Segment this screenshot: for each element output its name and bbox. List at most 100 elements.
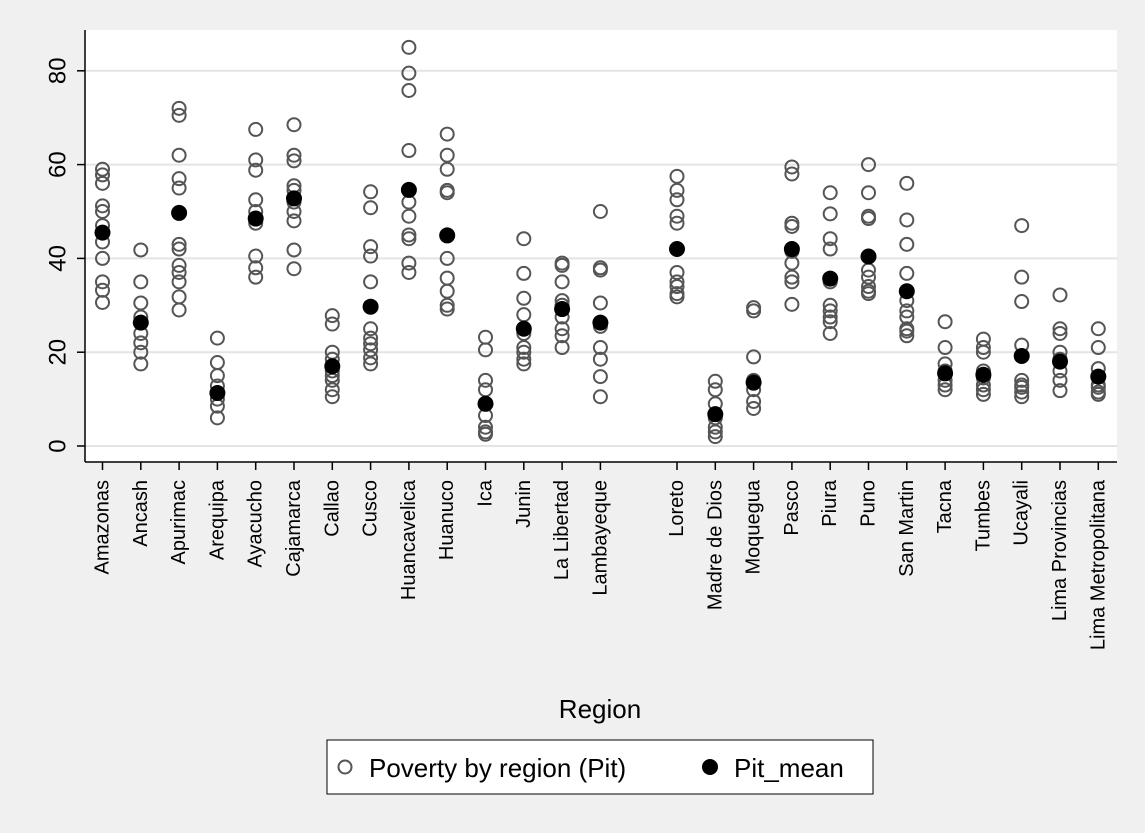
y-tick-label: 60 bbox=[45, 151, 72, 178]
data-point-mean bbox=[745, 374, 762, 391]
data-point-pit bbox=[286, 213, 302, 229]
data-point-pit bbox=[592, 351, 608, 367]
data-point-mean bbox=[324, 358, 341, 375]
x-axis-title: Region bbox=[559, 694, 641, 724]
data-point-pit bbox=[171, 147, 187, 163]
data-point-pit bbox=[899, 328, 915, 344]
data-point-mean bbox=[669, 241, 685, 258]
data-point-pit bbox=[478, 372, 493, 388]
data-point-mean bbox=[783, 241, 800, 258]
data-point-pit bbox=[822, 185, 838, 201]
data-point-pit bbox=[822, 314, 838, 330]
data-point-pit bbox=[937, 340, 953, 356]
data-point-pit bbox=[669, 289, 685, 305]
data-point-pit bbox=[1014, 218, 1030, 234]
data-point-pit bbox=[784, 219, 800, 235]
data-point-pit bbox=[1052, 287, 1068, 303]
x-tick-label: La Libertad bbox=[551, 480, 573, 580]
data-point-pit bbox=[363, 336, 379, 352]
x-tick-label: Junin bbox=[513, 480, 535, 528]
data-point-pit bbox=[669, 182, 685, 198]
data-point-pit bbox=[899, 303, 915, 319]
data-point-mean bbox=[898, 283, 915, 300]
x-tick-label: Huanuco bbox=[436, 480, 458, 560]
y-tick-label: 40 bbox=[45, 245, 72, 272]
data-point-pit bbox=[1014, 384, 1030, 400]
x-tick-label: San Martin bbox=[896, 480, 918, 577]
data-point-pit bbox=[171, 180, 187, 196]
y-tick-label: 0 bbox=[45, 439, 72, 452]
x-tick-label: Amazonas bbox=[92, 480, 114, 575]
data-point-pit bbox=[554, 340, 570, 356]
data-point-pit bbox=[133, 356, 149, 372]
data-point-pit bbox=[248, 121, 264, 137]
data-point-pit bbox=[363, 330, 379, 346]
data-point-pit bbox=[669, 192, 685, 208]
data-point-pit bbox=[286, 261, 302, 277]
data-point-pit bbox=[363, 274, 379, 290]
data-point-pit bbox=[363, 248, 379, 264]
data-point-pit bbox=[363, 200, 379, 216]
data-point-pit bbox=[975, 340, 991, 356]
data-point-pit bbox=[95, 161, 110, 177]
data-point-pit bbox=[363, 350, 379, 366]
data-point-pit bbox=[248, 192, 264, 208]
legend-label-mean: Pit_mean bbox=[734, 753, 844, 783]
x-tick-label: Lima Metropolitana bbox=[1087, 479, 1109, 650]
data-point-pit bbox=[324, 389, 340, 405]
data-point-mean bbox=[860, 248, 877, 265]
data-point-mean bbox=[400, 181, 417, 198]
data-point-pit bbox=[975, 344, 991, 360]
data-point-pit bbox=[95, 175, 110, 191]
data-point-mean bbox=[592, 314, 609, 331]
data-point-pit bbox=[822, 231, 838, 247]
data-point-pit bbox=[478, 419, 493, 435]
data-point-pit bbox=[439, 126, 455, 142]
data-point-pit bbox=[401, 39, 417, 55]
data-point-pit bbox=[899, 212, 915, 228]
data-point-mean bbox=[1052, 353, 1068, 370]
data-point-mean bbox=[515, 320, 532, 337]
x-tick-label: Tumbes bbox=[972, 480, 994, 552]
data-point-pit bbox=[516, 351, 532, 367]
data-point-mean bbox=[286, 190, 302, 207]
data-point-pit bbox=[516, 265, 532, 281]
legend-marker-mean bbox=[702, 759, 718, 775]
data-point-pit bbox=[784, 274, 800, 290]
data-point-pit bbox=[95, 250, 110, 266]
data-point-pit bbox=[861, 211, 876, 227]
data-point-pit bbox=[171, 302, 187, 318]
data-point-pit bbox=[95, 198, 110, 214]
data-point-mean bbox=[554, 301, 571, 318]
data-point-pit bbox=[286, 242, 302, 258]
data-point-pit bbox=[133, 274, 149, 290]
legend-box bbox=[326, 739, 874, 795]
data-point-pit bbox=[401, 143, 417, 159]
data-point-pit bbox=[861, 185, 876, 201]
data-point-pit bbox=[171, 274, 187, 290]
data-point-pit bbox=[133, 295, 149, 311]
x-tick-label: Puno bbox=[858, 480, 880, 527]
data-point-mean bbox=[937, 365, 954, 382]
x-tick-label: Apurimac bbox=[168, 480, 190, 564]
legend-marker-observed bbox=[337, 759, 353, 775]
data-point-pit bbox=[401, 255, 417, 271]
data-point-pit bbox=[554, 328, 570, 344]
data-point-pit bbox=[324, 308, 340, 324]
data-point-pit bbox=[171, 241, 187, 257]
data-point-pit bbox=[363, 184, 379, 200]
data-point-pit bbox=[669, 208, 685, 224]
data-point-pit bbox=[363, 239, 379, 255]
data-point-pit bbox=[439, 301, 455, 317]
x-tick-label: Cusco bbox=[360, 480, 382, 537]
data-point-pit bbox=[746, 400, 762, 416]
data-point-mean bbox=[94, 224, 111, 241]
data-point-mean bbox=[1090, 368, 1107, 385]
data-point-pit bbox=[516, 340, 532, 356]
data-point-pit bbox=[822, 241, 838, 257]
data-point-pit bbox=[861, 269, 876, 285]
data-point-pit bbox=[592, 204, 608, 219]
data-point-pit bbox=[669, 279, 685, 295]
data-point-pit bbox=[899, 309, 915, 325]
